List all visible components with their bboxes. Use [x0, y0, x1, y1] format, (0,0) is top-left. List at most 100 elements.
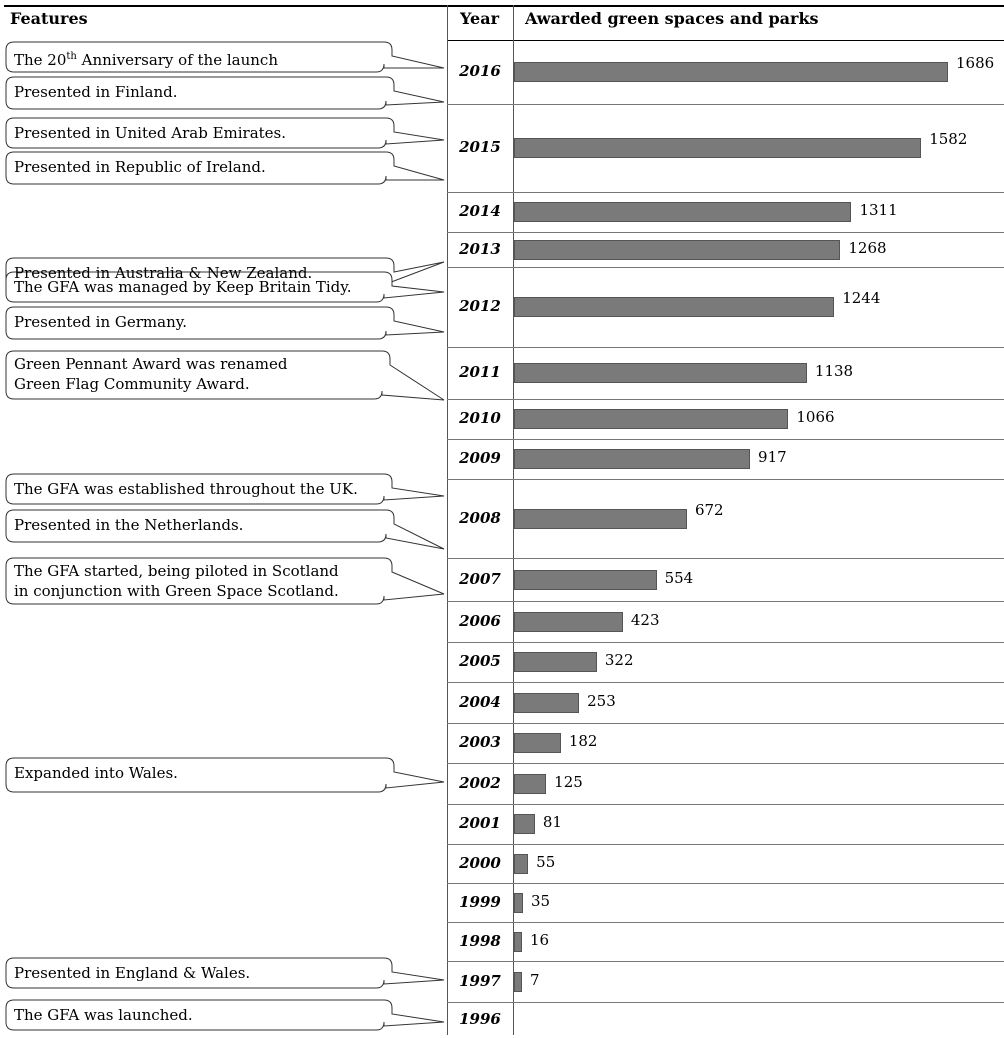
value-label-1999: 35 — [531, 891, 551, 910]
callout-line: Presented in Germany. — [14, 313, 187, 331]
feature-callout: Presented in Australia & New Zealand. — [14, 263, 312, 283]
callout-line: Green Pennant Award was renamed — [14, 355, 288, 373]
feature-callout: The GFA was launched. — [14, 1005, 193, 1025]
callout-box — [5, 41, 445, 73]
bar-2006 — [514, 611, 623, 632]
bar-2002 — [514, 773, 547, 794]
callout-line: Presented in the Netherlands. — [14, 516, 244, 534]
callout-box — [5, 151, 445, 185]
value-label-2003: 182 — [568, 732, 598, 750]
year-label: 2006 — [459, 611, 501, 630]
year-label: 1999 — [459, 892, 501, 911]
value-label-2007: 554 — [664, 568, 694, 587]
value-label-2001: 81 — [542, 813, 562, 831]
feature-callout: Presented in Finland. — [14, 82, 178, 102]
year-label: 1997 — [459, 971, 501, 990]
callout-line: Expanded into Wales. — [14, 764, 178, 782]
row-divider — [447, 399, 1004, 400]
callout-box — [5, 350, 445, 401]
bar-2010 — [514, 409, 789, 429]
callout-line: in conjunction with Green Space Scotland… — [14, 582, 339, 600]
callout-line: Presented in Australia & New Zealand. — [14, 264, 313, 282]
feature-callout: Green Pennant Award was renamed Green Fla… — [14, 354, 287, 394]
value-label-2000: 55 — [536, 852, 556, 871]
callout-box — [5, 557, 445, 605]
row-divider — [447, 192, 1004, 193]
callout-box — [5, 306, 445, 340]
year-label: 2008 — [459, 508, 501, 527]
bar-2001 — [514, 814, 535, 834]
callout-text-part: Anniversary of the launch — [76, 51, 278, 69]
bar-2009 — [514, 449, 751, 469]
bar-1998 — [514, 931, 522, 952]
row-divider — [447, 1002, 1004, 1003]
value-label-2006: 423 — [630, 610, 660, 629]
value-label-2011: 1138 — [814, 362, 854, 380]
row-divider — [447, 347, 1004, 348]
callout-line: Presented in Finland. — [14, 83, 178, 101]
bar-1997 — [514, 971, 522, 992]
value-label-2013: 1268 — [848, 238, 887, 257]
bar-2005 — [514, 652, 597, 672]
callout-box — [5, 271, 445, 303]
callout-box — [5, 999, 445, 1031]
callout-line: Presented in United Arab Emirates. — [14, 124, 287, 142]
row-divider — [447, 642, 1004, 643]
row-divider — [447, 922, 1004, 923]
row-divider — [447, 682, 1004, 683]
callout-box — [5, 117, 445, 149]
row-divider — [447, 844, 1004, 845]
awarded-header: Awarded green spaces and parks — [525, 9, 819, 28]
bar-2011 — [514, 363, 807, 383]
year-label: 2015 — [459, 138, 501, 156]
value-label-2008: 672 — [694, 500, 724, 519]
feature-callout: Presented in Germany. — [14, 312, 187, 332]
value-label-2012: 1244 — [842, 289, 881, 307]
feature-callout: Presented in United Arab Emirates. — [14, 123, 286, 143]
callout-line: The GFA was launched. — [14, 1006, 193, 1024]
value-label-2010: 1066 — [796, 408, 835, 426]
year-column-right-border — [513, 5, 514, 1035]
callout-line: Green Flag Community Award. — [14, 375, 250, 393]
year-label: 1996 — [459, 1010, 501, 1028]
year-label: 2010 — [459, 409, 501, 427]
year-label: 2011 — [459, 363, 501, 381]
row-divider — [447, 961, 1004, 962]
bar-1999 — [514, 892, 523, 913]
row-divider — [447, 763, 1004, 764]
bar-2004 — [514, 692, 580, 713]
row-divider — [447, 267, 1004, 268]
callout-line: The GFA was managed by Keep Britain Tidy… — [14, 278, 352, 296]
callout-line: The GFA was established throughout the U… — [14, 480, 358, 498]
row-divider — [447, 104, 1004, 105]
feature-callout: The GFA was established throughout the U… — [14, 479, 358, 499]
callout-box — [5, 757, 445, 793]
callout-box — [5, 473, 445, 505]
year-label: 2014 — [459, 202, 501, 220]
feature-callout: The GFA started, being piloted in Scotla… — [14, 561, 339, 601]
feature-callout: Presented in Republic of Ireland. — [14, 157, 266, 177]
bar-2000 — [514, 853, 529, 874]
value-label-2016: 1686 — [956, 54, 995, 72]
callout-box — [5, 957, 445, 989]
year-label: 1998 — [459, 931, 501, 950]
row-divider — [447, 558, 1004, 559]
year-label: 2003 — [459, 733, 501, 751]
row-divider — [447, 439, 1004, 440]
value-label-1998: 16 — [530, 930, 550, 949]
year-header: Year — [460, 9, 500, 28]
callout-line: Presented in Republic of Ireland. — [14, 158, 266, 176]
year-label: 2016 — [459, 62, 501, 80]
value-label-2015: 1582 — [929, 130, 968, 148]
feature-callout: The 20th Anniversary of the launch — [14, 47, 278, 70]
year-label: 2012 — [459, 297, 501, 315]
row-divider — [447, 479, 1004, 480]
bar-2016 — [514, 62, 948, 82]
bar-2013 — [514, 239, 841, 260]
header-rule — [447, 40, 1004, 41]
year-column-left-border — [447, 5, 448, 1035]
value-label-2005: 322 — [604, 651, 634, 669]
callout-text-part: The 20 — [14, 51, 67, 69]
bar-2008 — [514, 508, 687, 529]
